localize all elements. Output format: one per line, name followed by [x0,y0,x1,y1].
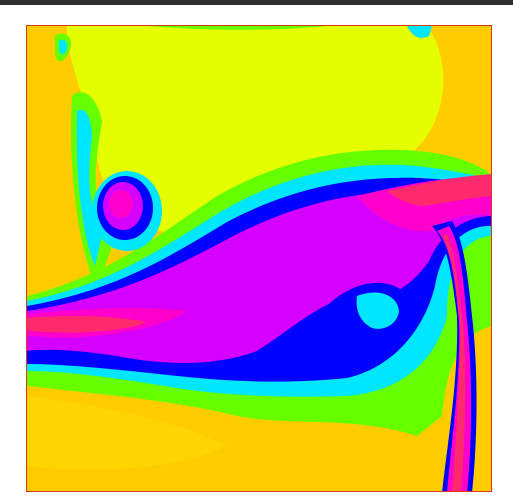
window-top-bar [0,0,513,5]
heatmap-viewport[interactable] [26,25,492,492]
heatmap-image [27,26,491,491]
